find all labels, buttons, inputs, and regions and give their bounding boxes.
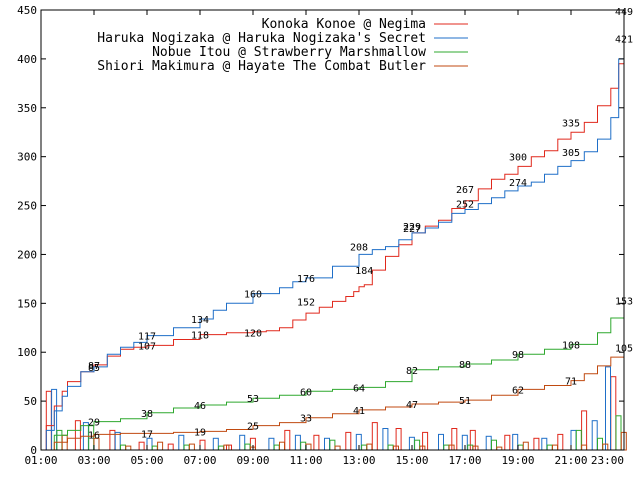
y-tick-label-100: 100 xyxy=(17,346,37,359)
data-label-nobue-itou-strawberry-marshmallow-30: 98 xyxy=(512,350,524,361)
data-label-haruka-nogizaka-haruka-nogizaka-s-secret-14: 160 xyxy=(244,290,262,301)
data-label-shiori-makimura-hayate-the-combat-butler-41: 62 xyxy=(512,385,524,396)
legend-label-nobue-itou-strawberry-marshmallow: Nobue Itou @ Strawberry Marshmallow xyxy=(152,45,426,60)
x-tick-label-09-00: 09:00 xyxy=(236,454,269,467)
y-tick-label-250: 250 xyxy=(17,200,37,213)
data-label-konoka-konoe-negima-7: 267 xyxy=(456,185,474,196)
x-tick-label-05-00: 05:00 xyxy=(130,454,163,467)
legend-label-konoka-konoe-negima: Konoka Konoe @ Negima xyxy=(262,17,426,32)
data-label-shiori-makimura-hayate-the-combat-butler-35: 19 xyxy=(194,427,206,438)
data-label-shiori-makimura-hayate-the-combat-butler-36: 25 xyxy=(247,422,259,433)
series-line-nobue-itou-strawberry-marshmallow xyxy=(41,300,625,451)
data-label-konoka-konoe-negima-6: 229 xyxy=(403,222,421,233)
series-line-konoka-konoe-negima xyxy=(41,11,625,451)
x-tick-label-03-00: 03:00 xyxy=(77,454,110,467)
x-tick-label-01-00: 01:00 xyxy=(24,454,57,467)
data-label-konoka-konoe-negima-8: 300 xyxy=(509,153,527,164)
y-tick-label-150: 150 xyxy=(17,297,37,310)
data-label-shiori-makimura-hayate-the-combat-butler-33: 16 xyxy=(88,430,100,441)
cumulative-lines xyxy=(41,11,625,451)
data-label-haruka-nogizaka-haruka-nogizaka-s-secret-16: 208 xyxy=(350,243,368,254)
data-label-haruka-nogizaka-haruka-nogizaka-s-secret-15: 176 xyxy=(297,274,315,285)
x-tick-label-13-00: 13:00 xyxy=(342,454,375,467)
data-label-haruka-nogizaka-haruka-nogizaka-s-secret-13: 134 xyxy=(191,315,209,326)
data-label-konoka-konoe-negima-9: 335 xyxy=(562,118,580,129)
data-label-konoka-konoe-negima-1: 107 xyxy=(138,341,156,352)
x-tick-label-19-00: 19:00 xyxy=(501,454,534,467)
data-label-haruka-nogizaka-haruka-nogizaka-s-secret-11: 85 xyxy=(88,363,100,374)
data-label-konoka-konoe-negima-4: 152 xyxy=(297,297,315,308)
series-line-haruka-nogizaka-haruka-nogizaka-s-secret xyxy=(41,38,625,451)
x-tick-label-17-00: 17:00 xyxy=(448,454,481,467)
data-label-nobue-itou-strawberry-marshmallow-27: 64 xyxy=(353,383,365,394)
data-label-shiori-makimura-hayate-the-combat-butler-39: 47 xyxy=(406,400,418,411)
data-label-konoka-konoe-negima-5: 184 xyxy=(355,266,373,277)
plot-frame xyxy=(40,9,625,451)
data-label-haruka-nogizaka-haruka-nogizaka-s-secret-20: 305 xyxy=(562,148,580,159)
legend-label-haruka-nogizaka-haruka-nogizaka-s-secret: Haruka Nogizaka @ Haruka Nogizaka's Secr… xyxy=(97,31,426,46)
data-label-shiori-makimura-hayate-the-combat-butler-42: 71 xyxy=(565,377,577,388)
x-tick-label-07-00: 07:00 xyxy=(183,454,216,467)
data-label-shiori-makimura-hayate-the-combat-butler-37: 33 xyxy=(300,414,312,425)
data-label-haruka-nogizaka-haruka-nogizaka-s-secret-12: 117 xyxy=(138,332,156,343)
y-tick-label-50: 50 xyxy=(24,395,37,408)
y-tick-label-350: 350 xyxy=(17,102,37,115)
data-label-konoka-konoe-negima-2: 118 xyxy=(191,331,209,342)
x-tick-label-11-00: 11:00 xyxy=(289,454,322,467)
y-tick-label-400: 400 xyxy=(17,53,37,66)
data-label-nobue-itou-strawberry-marshmallow-25: 53 xyxy=(247,394,259,405)
y-tick-label-450: 450 xyxy=(17,4,37,17)
data-label-shiori-makimura-hayate-the-combat-butler-38: 41 xyxy=(353,406,365,417)
data-label-nobue-itou-strawberry-marshmallow-31: 108 xyxy=(562,340,580,351)
data-label-nobue-itou-strawberry-marshmallow-22: 29 xyxy=(88,418,100,429)
data-label-nobue-itou-strawberry-marshmallow-24: 46 xyxy=(194,401,206,412)
legend-label-shiori-makimura-hayate-the-combat-butler: Shiori Makimura @ Hayate The Combat Butl… xyxy=(97,59,426,74)
data-label-konoka-konoe-negima-0: 87 xyxy=(88,361,100,372)
y-tick-label-300: 300 xyxy=(17,151,37,164)
data-label-shiori-makimura-hayate-the-combat-butler-34: 17 xyxy=(141,429,153,440)
y-tick-label-0: 0 xyxy=(30,444,37,457)
x-tick-label-23-00: 23:00 xyxy=(591,454,624,467)
data-label-haruka-nogizaka-haruka-nogizaka-s-secret-17: 227 xyxy=(403,224,421,235)
data-label-haruka-nogizaka-haruka-nogizaka-s-secret-18: 252 xyxy=(456,200,474,211)
y-tick-label-200: 200 xyxy=(17,248,37,261)
axes: 0 50 100 150 200 250 300 350 400 450 01:00 03:00 05:… xyxy=(17,4,625,467)
data-label-shiori-makimura-hayate-the-combat-butler-40: 51 xyxy=(459,396,471,407)
data-label-konoka-konoe-negima-3: 120 xyxy=(244,329,262,340)
data-label-nobue-itou-strawberry-marshmallow-26: 60 xyxy=(300,387,312,398)
x-tick-label-15-00: 15:00 xyxy=(395,454,428,467)
series-line-shiori-makimura-hayate-the-combat-butler xyxy=(41,347,625,451)
x-tick-label-21-00: 21:00 xyxy=(554,454,587,467)
data-label-nobue-itou-strawberry-marshmallow-28: 82 xyxy=(406,366,418,377)
data-label-nobue-itou-strawberry-marshmallow-23: 38 xyxy=(141,409,153,420)
data-label-nobue-itou-strawberry-marshmallow-29: 88 xyxy=(459,360,471,371)
data-label-haruka-nogizaka-haruka-nogizaka-s-secret-19: 274 xyxy=(509,178,527,189)
